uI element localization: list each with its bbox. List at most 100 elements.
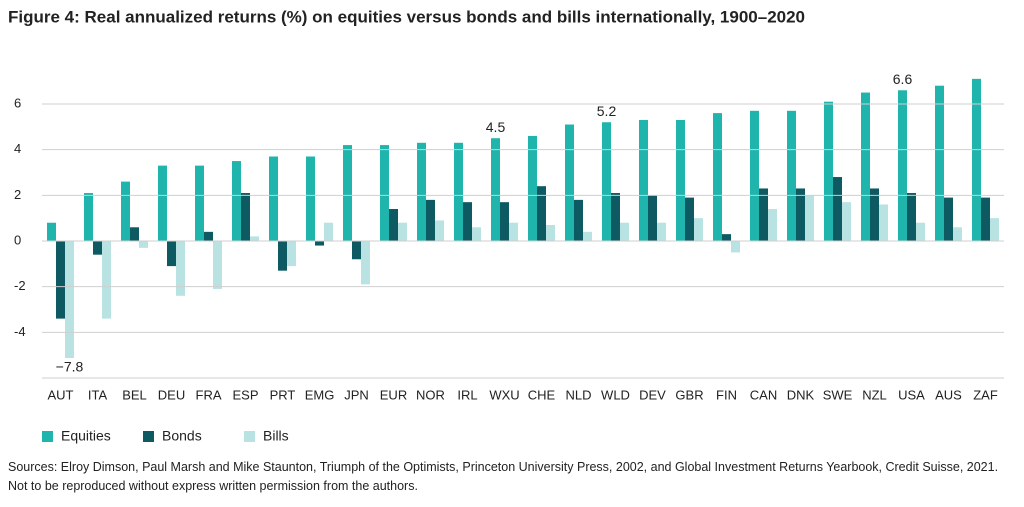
bar <box>944 197 953 241</box>
bar <box>454 142 463 241</box>
bar <box>657 222 666 241</box>
bar <box>361 240 370 285</box>
bar <box>916 222 925 241</box>
bar <box>315 240 324 246</box>
x-tick-label: ZAF <box>973 387 998 402</box>
x-tick-label: GBR <box>675 387 703 402</box>
legend-label: Bills <box>263 428 289 444</box>
bar <box>768 209 777 241</box>
bar <box>84 193 93 241</box>
chart-title: Figure 4: Real annualized returns (%) on… <box>8 7 805 26</box>
value-label: 4.5 <box>486 119 506 135</box>
legend-label: Bonds <box>162 428 202 444</box>
bar <box>805 195 814 241</box>
bar <box>898 90 907 241</box>
bar <box>537 186 546 241</box>
x-tick-label: FIN <box>716 387 737 402</box>
x-tick-label: IRL <box>457 387 477 402</box>
bar <box>343 145 352 241</box>
bar <box>204 231 213 241</box>
y-tick-label: 2 <box>14 187 21 202</box>
x-tick-label: ESP <box>232 387 258 402</box>
x-tick-label: DNK <box>787 387 815 402</box>
bar <box>953 227 962 241</box>
bar <box>139 240 148 248</box>
bar <box>306 156 315 241</box>
bar <box>167 240 176 267</box>
bar <box>833 177 842 241</box>
bar <box>352 240 361 260</box>
bar <box>250 236 259 241</box>
bar <box>56 240 65 319</box>
bar <box>824 101 833 241</box>
value-label: −7.8 <box>56 359 84 375</box>
bar <box>620 222 629 241</box>
bar <box>639 119 648 241</box>
bar <box>47 222 56 241</box>
bar <box>269 156 278 241</box>
y-tick-label: -4 <box>14 324 26 339</box>
x-tick-label: ITA <box>88 387 108 402</box>
bar <box>722 234 731 241</box>
y-tick-label: 0 <box>14 232 21 247</box>
bar <box>158 165 167 241</box>
bar <box>195 165 204 241</box>
bar <box>463 202 472 241</box>
bar <box>990 218 999 241</box>
bar <box>870 188 879 241</box>
bar <box>232 161 241 241</box>
bar <box>130 227 139 241</box>
bar <box>426 199 435 241</box>
bar <box>842 202 851 241</box>
bar <box>176 240 185 296</box>
bar <box>241 193 250 241</box>
bar <box>65 240 74 358</box>
bar <box>565 124 574 241</box>
bar <box>676 119 685 241</box>
bar <box>435 220 444 241</box>
x-tick-label: USA <box>898 387 925 402</box>
x-tick-label: AUT <box>48 387 74 402</box>
bar <box>93 240 102 255</box>
x-tick-label: AUS <box>935 387 962 402</box>
bar <box>611 193 620 241</box>
bar <box>907 193 916 241</box>
bar <box>750 110 759 241</box>
bar <box>685 197 694 241</box>
y-tick-label: 6 <box>14 95 21 110</box>
chart: Figure 4: Real annualized returns (%) on… <box>8 7 1004 444</box>
bar <box>491 138 500 241</box>
x-tick-label: NLD <box>565 387 591 402</box>
bar <box>417 142 426 241</box>
bar <box>278 240 287 271</box>
x-tick-label: BEL <box>122 387 147 402</box>
y-tick-label: -2 <box>14 278 26 293</box>
bar <box>324 222 333 241</box>
bar <box>287 240 296 267</box>
bar <box>574 199 583 241</box>
x-tick-label: CAN <box>750 387 777 402</box>
x-tick-label: WLD <box>601 387 630 402</box>
bar <box>981 197 990 241</box>
bar <box>713 113 722 241</box>
legend-label: Equities <box>61 428 111 444</box>
bar <box>602 122 611 241</box>
y-tick-label: 4 <box>14 141 21 156</box>
source-note: Sources: Elroy Dimson, Paul Marsh and Mi… <box>8 460 999 493</box>
x-tick-label: FRA <box>196 387 222 402</box>
legend-swatch <box>244 431 255 442</box>
bar <box>121 181 130 241</box>
bar <box>972 78 981 241</box>
x-tick-label: NZL <box>862 387 887 402</box>
bar <box>787 110 796 241</box>
bar <box>380 145 389 241</box>
bar <box>546 225 555 241</box>
bar <box>500 202 509 241</box>
bar <box>509 222 518 241</box>
bar <box>389 209 398 241</box>
bar <box>398 222 407 241</box>
bar <box>472 227 481 241</box>
x-tick-label: PRT <box>270 387 296 402</box>
value-label: 5.2 <box>597 103 617 119</box>
